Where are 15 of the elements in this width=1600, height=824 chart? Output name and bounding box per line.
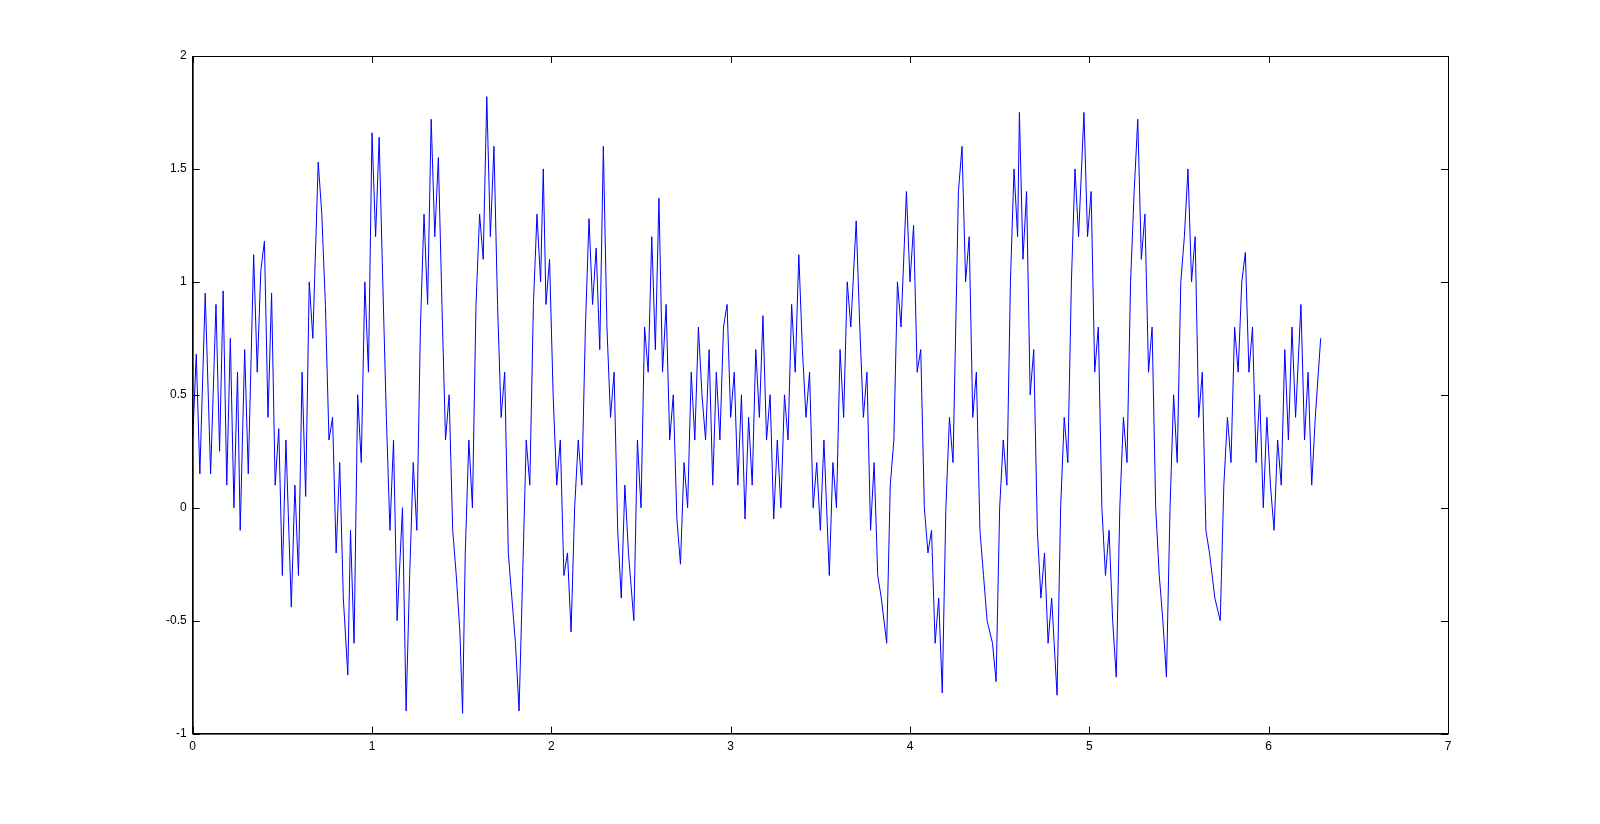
- x-tick-label: 0: [189, 739, 197, 754]
- y-tick-label: 0.5: [169, 387, 187, 402]
- y-tick-label: 1.5: [169, 161, 187, 176]
- x-tick-label: 6: [1265, 739, 1273, 754]
- x-tick-label: 3: [727, 739, 735, 754]
- x-tick-label: 4: [906, 739, 914, 754]
- x-tick-label: 7: [1444, 739, 1452, 754]
- y-tick-label: 2: [179, 48, 187, 63]
- y-tick-label: -0.5: [165, 612, 187, 627]
- y-tick-label: 1: [179, 274, 187, 289]
- x-tick-label: 2: [548, 739, 555, 754]
- x-tick-label: 5: [1085, 739, 1093, 754]
- y-tick-label: -1: [176, 725, 187, 740]
- y-tick-label: 0: [179, 500, 187, 515]
- x-tick-label: 1: [368, 739, 376, 754]
